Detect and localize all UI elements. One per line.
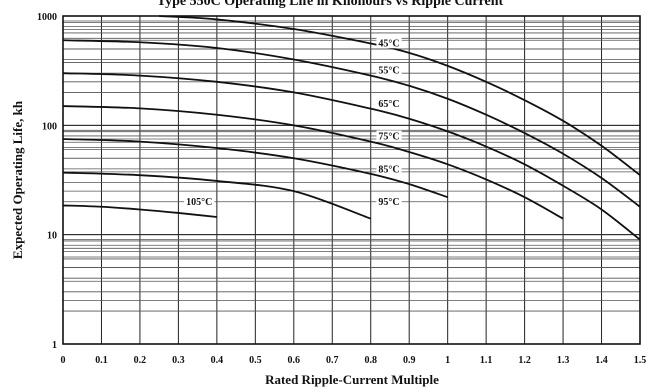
curve-label: 85°C — [378, 164, 399, 175]
curve-label-bg — [376, 163, 402, 175]
x-tick-label: 0.3 — [172, 355, 185, 366]
y-tick-label: 1000 — [37, 12, 57, 23]
x-tick-label: 1 — [445, 355, 450, 366]
x-tick-label: 0.6 — [288, 355, 301, 366]
curve-label: 105°C — [186, 197, 212, 208]
series-line — [62, 105, 564, 220]
curve-labels: 45°C 55°C 65°C 75°C 85°C 95°C 105°C — [184, 37, 402, 208]
x-tick-label: 1.2 — [518, 355, 531, 366]
curve-label: 45°C — [378, 38, 399, 49]
y-tick-label: 10 — [47, 231, 57, 242]
x-tick-label: 0.1 — [95, 355, 108, 366]
series-line — [62, 204, 217, 218]
grid — [62, 15, 641, 345]
plot-border — [62, 15, 641, 345]
series-line — [62, 138, 448, 199]
x-tick-label: 0.2 — [134, 355, 147, 366]
x-tick-label: 1.4 — [595, 355, 608, 366]
curve-label-bg — [376, 64, 402, 76]
x-tick-label: 0 — [61, 355, 66, 366]
curve-label: 75°C — [378, 131, 399, 142]
y-axis-label: Expected Operating Life, kh — [10, 100, 25, 259]
curve-label: 95°C — [378, 197, 399, 208]
curve-label: 65°C — [378, 99, 399, 110]
x-tick-label: 1.3 — [557, 355, 570, 366]
x-tick-label: 0.4 — [211, 355, 224, 366]
x-tick-label: 0.9 — [403, 355, 416, 366]
curve-label: 55°C — [378, 65, 399, 76]
series-line — [159, 15, 641, 176]
series-line — [62, 39, 641, 208]
x-tick-label: 0.8 — [364, 355, 377, 366]
curve-label-bg — [376, 98, 402, 110]
curves — [62, 15, 641, 241]
chart-title: Type 550C Operating Life in Kilohours vs… — [157, 0, 504, 9]
x-tick-label: 0.5 — [249, 355, 262, 366]
series-line — [62, 171, 372, 220]
x-tick-label: 1.1 — [480, 355, 493, 366]
curve-label-bg — [376, 130, 402, 142]
tick-labels: 0 0.1 0.2 0.3 0.4 0.5 0.6 0.7 0.8 0.9 1 1.1 1.2 1.3 1.… — [37, 12, 646, 366]
y-tick-label: 1 — [52, 340, 57, 351]
series-line — [62, 72, 641, 241]
y-tick-label: 100 — [42, 121, 57, 132]
x-tick-label: 1.5 — [634, 355, 647, 366]
x-tick-label: 0.7 — [326, 355, 339, 366]
x-axis-label: Rated Ripple-Current Multiple — [265, 372, 439, 387]
curve-label-bg — [376, 196, 402, 208]
curve-label-bg — [376, 37, 402, 49]
curve-label-bg — [184, 196, 215, 208]
